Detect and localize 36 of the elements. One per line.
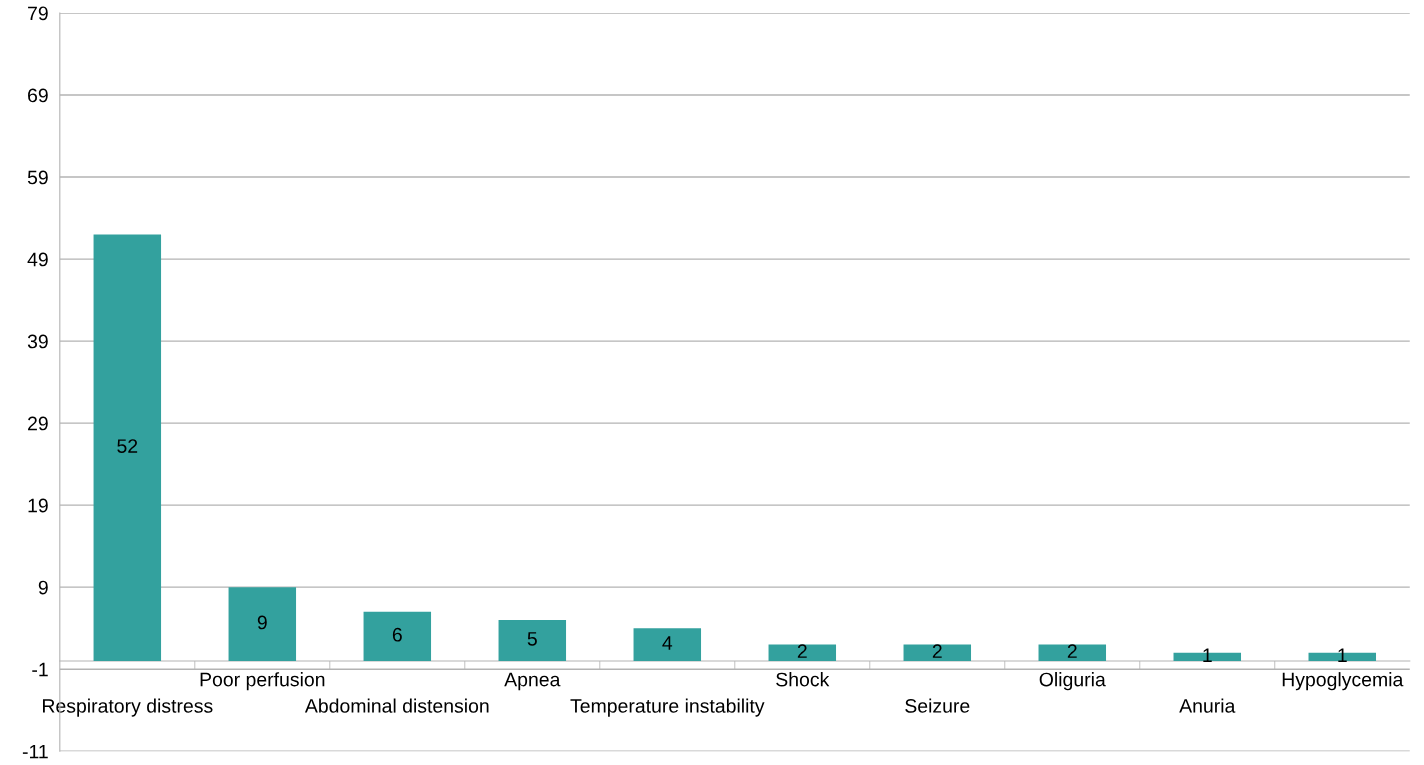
y-tick-label: 19 [28,498,48,513]
y-tick-label: 59 [27,170,48,185]
data-label: 5 [527,632,537,646]
x-tick-label: Seizure [905,698,970,713]
bar [228,587,297,661]
data-label: 2 [797,644,807,658]
bar [1038,644,1107,661]
data-label: 52 [117,439,138,453]
y-tick-label: 79 [28,6,48,21]
x-tick-label: Abdominal distension [304,698,489,713]
x-tick-label: Shock [776,672,830,687]
bar [903,644,972,661]
bar [633,628,702,661]
bar [498,619,567,661]
data-label: 9 [257,615,267,630]
x-tick-label: Temperature instability [570,698,765,717]
bar [768,644,837,661]
x-tick-label: Poor perfusion [200,672,325,691]
data-label: 6 [392,627,402,642]
data-label: 4 [662,636,673,650]
x-tick-label: Hypoglycemia [1282,672,1404,691]
y-tick-label: 29 [28,416,48,431]
data-label: 2 [1067,644,1077,658]
bar [363,611,432,661]
y-tick-label: 9 [38,580,48,595]
y-tick-label: 49 [27,252,48,267]
x-tick-label: Respiratory distress [43,698,213,717]
bar [93,234,162,661]
x-tick-label: Anuria [1179,698,1236,713]
y-tick-label: 69 [28,88,48,103]
data-label: 2 [932,644,942,658]
x-tick-label: Oliguria [1039,672,1106,691]
y-tick-label: -11 [22,744,48,759]
x-tick-label: Apnea [504,672,561,691]
y-tick-label: -1 [32,662,48,677]
y-tick-label: 39 [27,334,48,349]
